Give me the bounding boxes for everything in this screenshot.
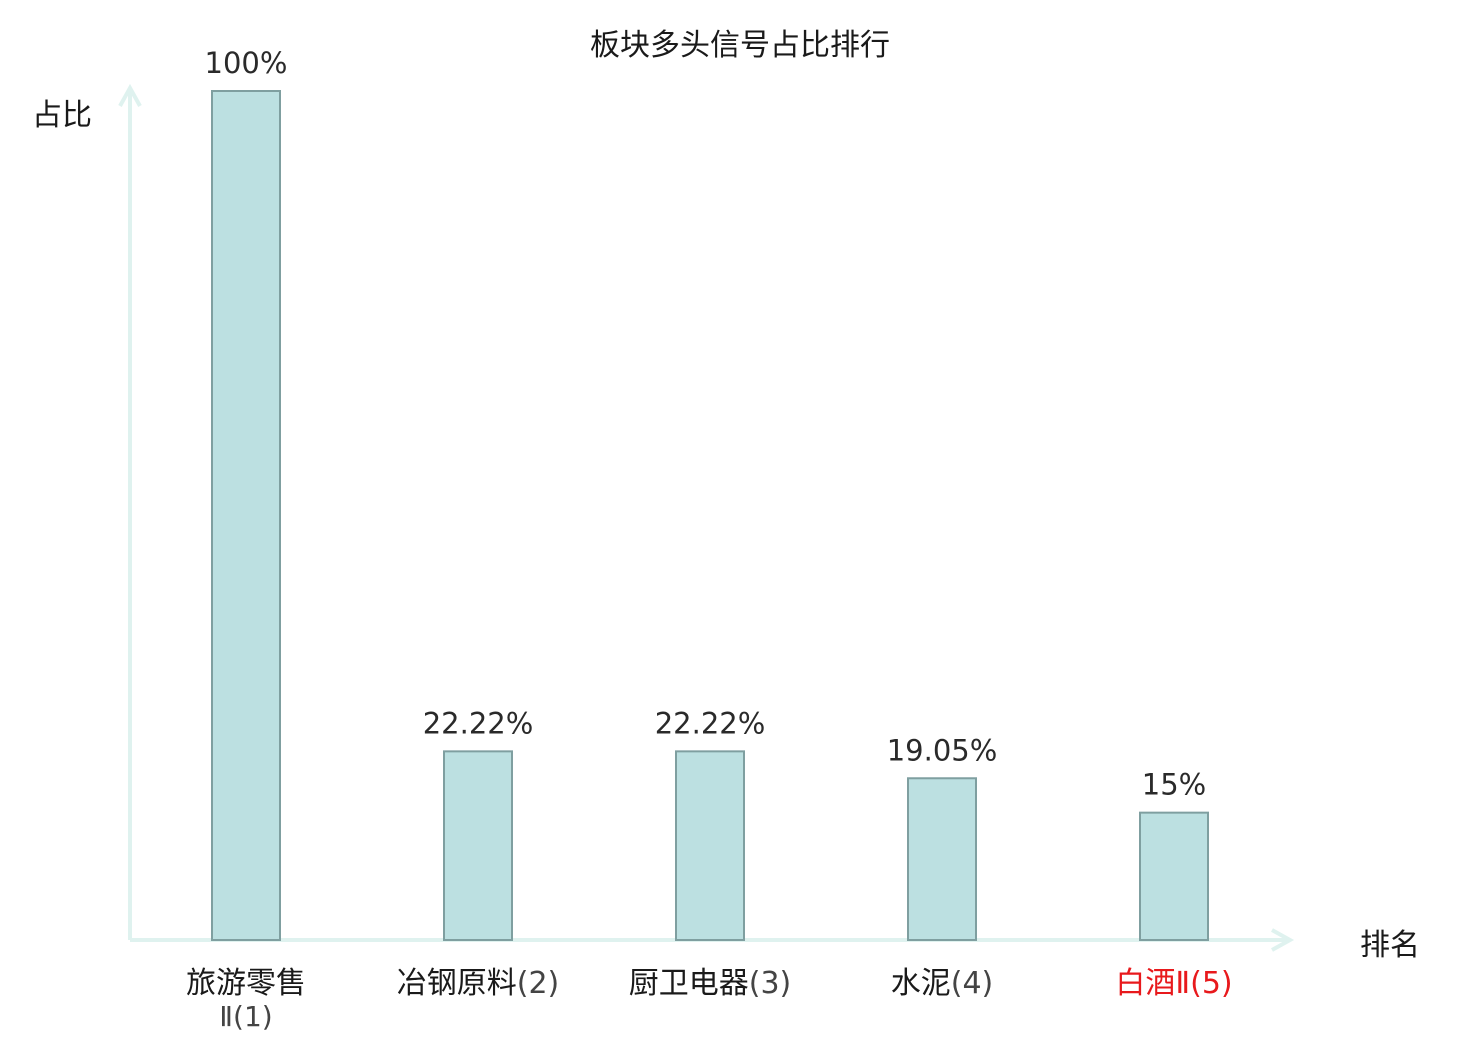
data-label: 19.05%: [887, 733, 998, 767]
bar: [443, 750, 513, 941]
chart-title: 板块多头信号占比排行: [590, 28, 890, 63]
data-label: 15%: [1142, 768, 1206, 802]
tick-label: 白酒Ⅱ(5): [1115, 966, 1232, 1001]
data-label: 22.22%: [655, 706, 766, 740]
bar: [1139, 811, 1209, 942]
data-label: 100%: [205, 46, 288, 80]
tick-label: 旅游零售: [186, 966, 306, 1001]
bar: [675, 750, 745, 941]
tick-label: 水泥(4): [891, 966, 994, 1001]
x-axis-label: 排名: [1360, 928, 1420, 963]
tick-label: 冶钢原料(2): [397, 966, 560, 1001]
y-axis-arrow: [118, 83, 142, 107]
tick-label: Ⅱ(1): [219, 1000, 272, 1033]
tick-label: 厨卫电器(3): [629, 966, 792, 1001]
data-label: 22.22%: [423, 706, 534, 740]
y-axis-label: 占比: [32, 98, 92, 133]
bar: [907, 777, 977, 941]
bar: [211, 90, 281, 941]
x-axis-arrow: [1271, 928, 1295, 952]
